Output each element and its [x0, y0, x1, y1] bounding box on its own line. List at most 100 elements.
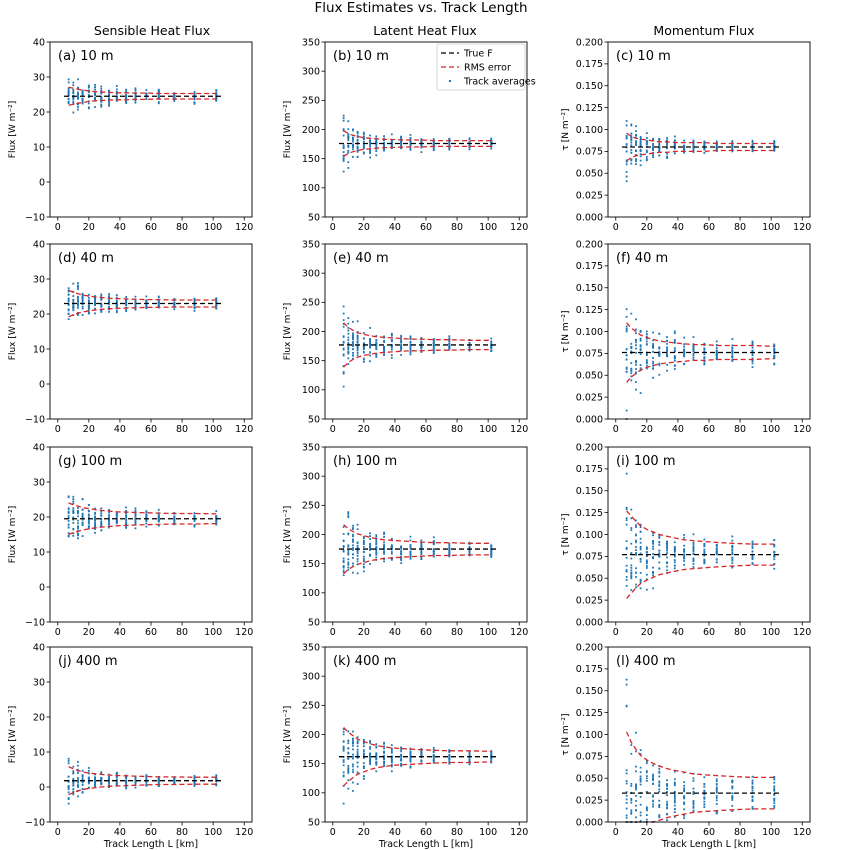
- track-average-point: [215, 298, 218, 301]
- rms-error-upper: [626, 731, 775, 779]
- track-average-point: [362, 765, 365, 768]
- track-average-point: [125, 781, 128, 784]
- track-average-point: [72, 96, 75, 99]
- track-average-point: [635, 534, 637, 537]
- track-average-point: [125, 521, 128, 524]
- track-average-point: [81, 514, 84, 517]
- track-average-point: [157, 517, 160, 520]
- track-average-point: [652, 144, 654, 147]
- track-average-point: [432, 338, 435, 340]
- track-average-point: [432, 349, 435, 352]
- track-average-point: [115, 781, 118, 784]
- y-tick-label: 0.100: [576, 530, 603, 541]
- track-average-point: [390, 758, 393, 761]
- track-average-point: [652, 339, 654, 342]
- track-average-point: [134, 513, 137, 516]
- x-tick-label: 20: [358, 627, 370, 638]
- track-average-point: [673, 347, 676, 350]
- y-tick-label: 150: [302, 559, 320, 570]
- track-average-point: [215, 297, 218, 300]
- track-average-point: [683, 801, 686, 804]
- track-average-point: [448, 549, 451, 552]
- track-average-point: [77, 87, 79, 89]
- track-average-point: [715, 790, 718, 793]
- track-average-point: [115, 85, 118, 87]
- track-average-point: [731, 780, 734, 782]
- track-average-point: [100, 299, 103, 301]
- track-average-point: [100, 87, 103, 90]
- track-average-point: [400, 141, 403, 143]
- plot-frame: [49, 243, 253, 420]
- track-average-point: [625, 780, 628, 782]
- track-average-point: [81, 100, 84, 103]
- track-average-point: [134, 295, 137, 298]
- track-average-point: [645, 333, 648, 335]
- track-average-point: [666, 350, 668, 353]
- track-average-point: [215, 784, 218, 787]
- track-average-point: [731, 545, 734, 548]
- track-average-point: [645, 775, 648, 777]
- track-average-point: [115, 520, 118, 523]
- track-average-point: [390, 348, 393, 351]
- track-average-point: [639, 783, 642, 786]
- track-average-point: [692, 787, 695, 790]
- track-average-point: [683, 343, 686, 346]
- x-tick-label: 60: [703, 222, 715, 233]
- track-average-point: [639, 578, 642, 581]
- track-average-point: [362, 152, 365, 155]
- track-average-point: [683, 139, 686, 142]
- track-average-point: [67, 797, 70, 799]
- track-average-point: [673, 548, 676, 550]
- track-average-point: [409, 148, 412, 151]
- track-average-point: [692, 557, 695, 560]
- track-average-point: [715, 354, 718, 357]
- track-average-point: [173, 96, 176, 99]
- track-average-point: [625, 569, 628, 571]
- y-tick-label: 0.175: [576, 261, 603, 272]
- y-tick-label: 0.025: [576, 190, 603, 201]
- track-average-point: [94, 518, 96, 521]
- track-average-point: [635, 361, 637, 364]
- track-average-point: [347, 558, 350, 561]
- track-average-point: [362, 767, 365, 769]
- track-average-point: [72, 778, 75, 780]
- track-average-point: [383, 340, 385, 342]
- track-average-point: [342, 117, 345, 120]
- track-average-point: [639, 142, 642, 145]
- track-average-point: [390, 757, 393, 760]
- track-average-point: [342, 728, 345, 731]
- track-average-point: [645, 561, 648, 563]
- track-average-point: [81, 524, 84, 526]
- track-average-point: [108, 302, 110, 305]
- track-average-point: [400, 746, 403, 749]
- track-average-point: [645, 361, 648, 364]
- track-average-point: [356, 554, 359, 557]
- track-average-point: [67, 786, 70, 789]
- track-average-point: [635, 158, 637, 160]
- track-average-point: [383, 533, 385, 536]
- track-average-point: [630, 379, 633, 382]
- track-average-point: [683, 147, 686, 150]
- panel-5: 0 20 40 60 80 100 1200.0000.0250.0500.0750.100…: [561, 239, 811, 435]
- track-average-point: [635, 567, 637, 570]
- track-average-point: [652, 795, 654, 798]
- y-tick-label: 40: [33, 239, 45, 250]
- track-average-point: [400, 140, 403, 142]
- track-average-point: [115, 305, 118, 308]
- track-average-point: [409, 754, 412, 757]
- track-average-point: [630, 527, 633, 529]
- track-average-point: [645, 137, 648, 139]
- track-average-point: [731, 352, 734, 355]
- x-tick-label: 20: [358, 827, 370, 838]
- track-average-point: [658, 149, 661, 152]
- y-tick-label: 30: [33, 477, 45, 488]
- track-average-point: [145, 522, 148, 525]
- track-average-point: [356, 138, 359, 141]
- track-average-point: [400, 556, 403, 559]
- track-average-point: [157, 524, 160, 527]
- track-average-point: [383, 350, 385, 353]
- track-average-point: [639, 526, 642, 528]
- track-average-point: [72, 516, 75, 519]
- track-average-point: [347, 137, 350, 140]
